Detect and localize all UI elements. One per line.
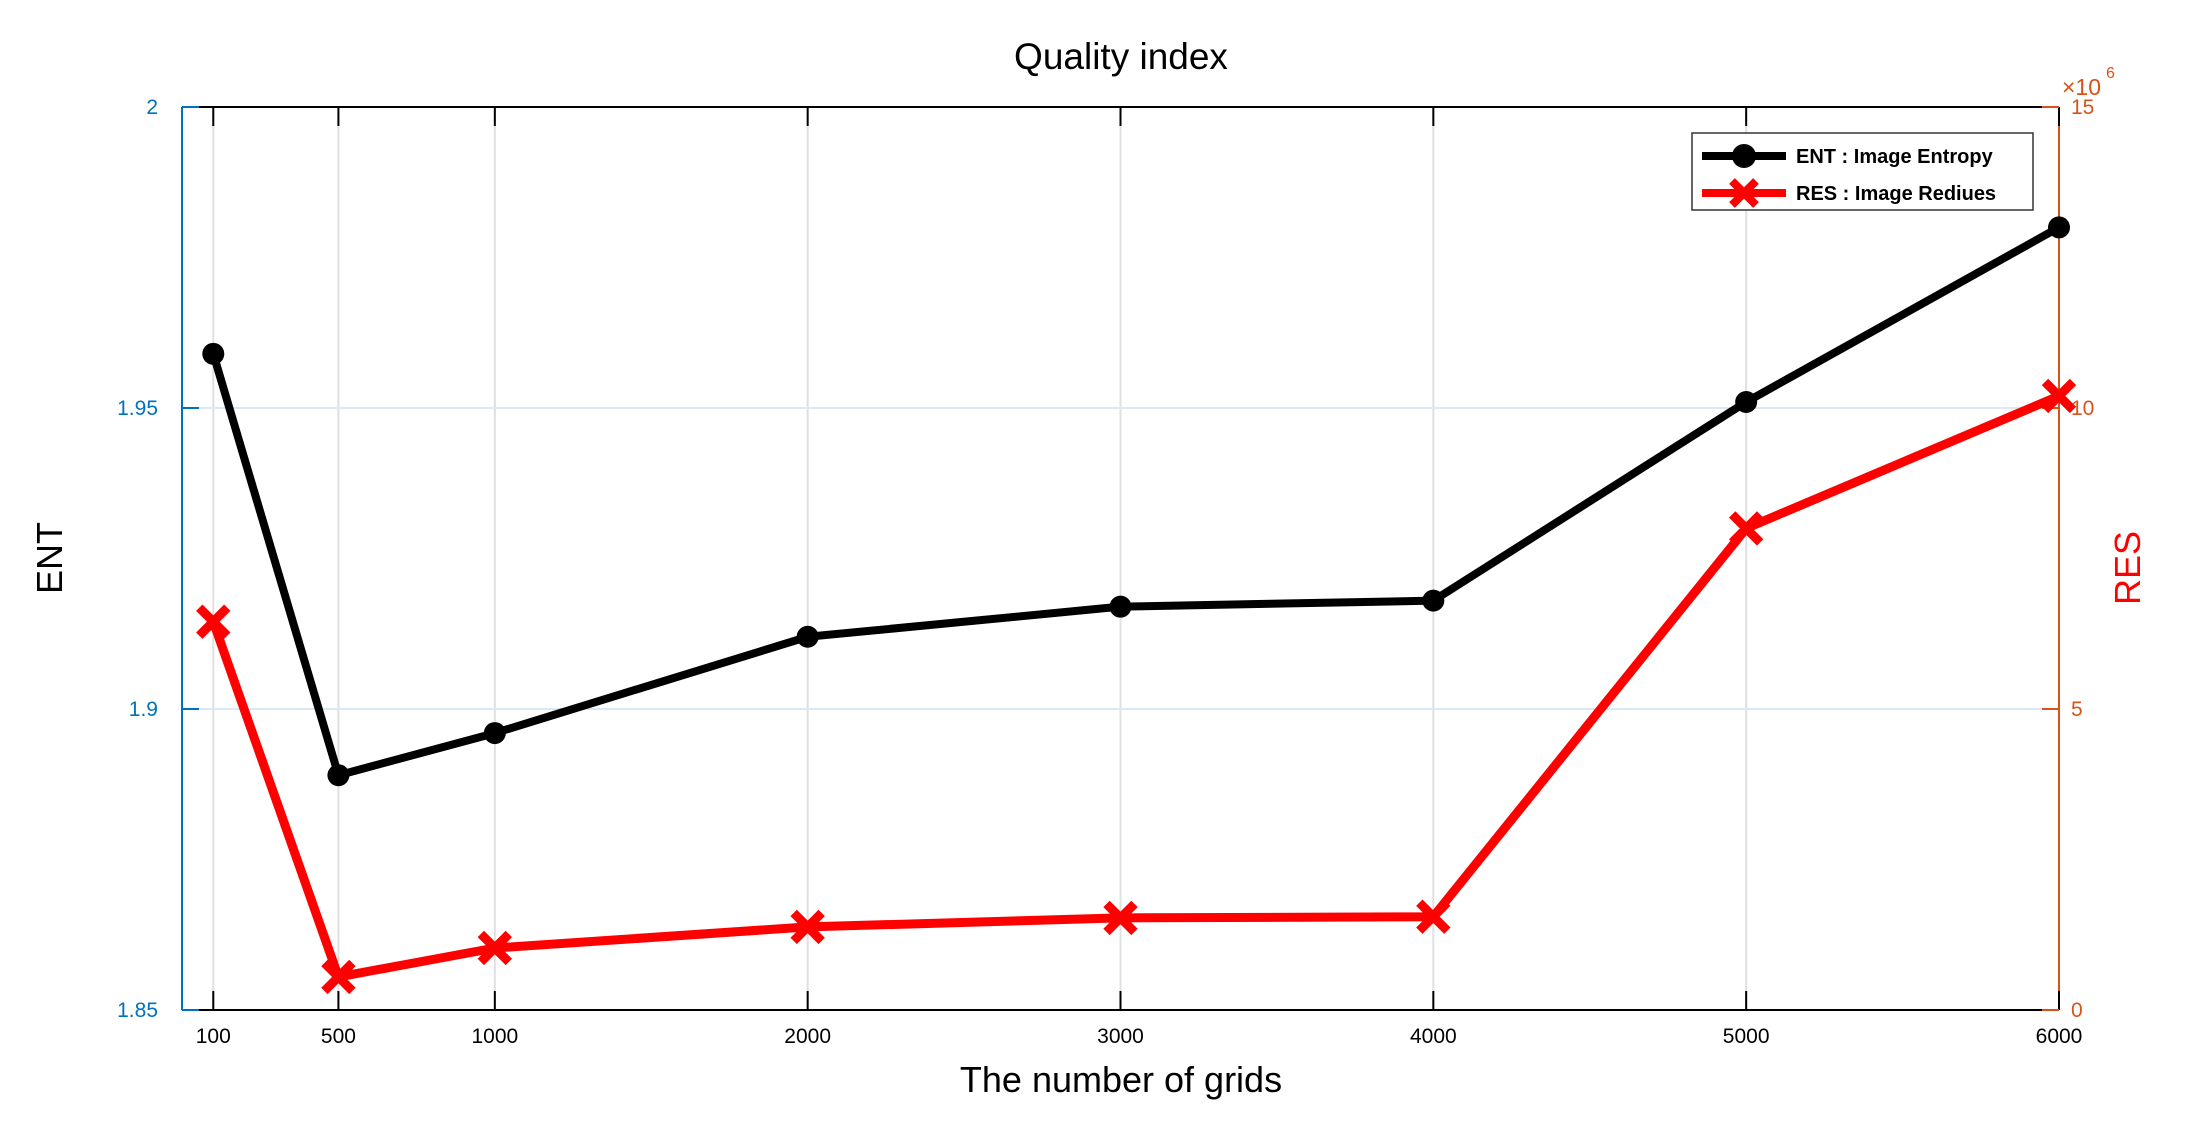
x-tick-label: 2000 bbox=[784, 1025, 831, 1048]
data-point-circle bbox=[2048, 216, 2070, 239]
left-tick-label: 2 bbox=[146, 96, 158, 119]
series-line-ent bbox=[209, 223, 2061, 780]
data-point-x bbox=[321, 959, 356, 995]
right-axis-exponent-base: ×10 bbox=[2062, 74, 2101, 100]
right-tick-label: 0 bbox=[2071, 999, 2083, 1022]
x-tick-label: 500 bbox=[321, 1025, 356, 1048]
data-point-x bbox=[790, 909, 825, 945]
chart-title: Quality index bbox=[1014, 36, 1228, 77]
data-point-circle bbox=[1422, 589, 1445, 612]
data-point-x bbox=[2041, 378, 2077, 414]
data-point-circle bbox=[1109, 595, 1132, 618]
data-point-circle bbox=[1735, 390, 1758, 413]
data-point-circle bbox=[796, 625, 819, 648]
plot-area: 100 500 1000 2000 3000 4000 5000 600021.951.91.… bbox=[117, 96, 2094, 1048]
x-tick-label: 3000 bbox=[1097, 1025, 1144, 1048]
legend-entry-res: RES : Image Rediues bbox=[1796, 183, 1996, 205]
right-axis-exponent-sup: 6 bbox=[2106, 65, 2115, 82]
data-point-circle bbox=[483, 722, 506, 745]
x-axis-label: The number of grids bbox=[960, 1059, 1282, 1100]
data-point-x bbox=[1103, 900, 1138, 936]
right-tick-label: 5 bbox=[2071, 698, 2083, 721]
right-tick-label: 10 bbox=[2071, 397, 2094, 420]
data-point-circle bbox=[327, 764, 350, 787]
left-tick-label: 1.9 bbox=[129, 698, 158, 721]
legend: ENT : Image Entropy RES : Image Rediues bbox=[1691, 132, 2034, 211]
data-point-x bbox=[1728, 511, 1764, 546]
series-line-res bbox=[209, 391, 2061, 982]
x-tick-label: 6000 bbox=[2036, 1025, 2083, 1048]
y-axis-label-right: RES bbox=[2107, 531, 2148, 605]
legend-circle-marker-icon bbox=[1732, 144, 1756, 168]
data-point-x bbox=[477, 930, 513, 966]
legend-x-marker-icon bbox=[1729, 178, 1759, 208]
x-tick-label: 5000 bbox=[1723, 1025, 1770, 1048]
legend-entry-ent: ENT : Image Entropy bbox=[1796, 146, 1994, 168]
data-point-x bbox=[196, 604, 231, 639]
left-tick-label: 1.95 bbox=[117, 397, 158, 420]
x-tick-label: 4000 bbox=[1410, 1025, 1457, 1048]
x-tick-label: 1000 bbox=[471, 1025, 518, 1048]
left-tick-label: 1.85 bbox=[117, 999, 158, 1022]
x-tick-label: 100 bbox=[196, 1025, 231, 1048]
y-axis-label-left: ENT bbox=[29, 522, 70, 594]
data-point-x bbox=[1416, 899, 1451, 934]
right-tick-label: 15 bbox=[2071, 96, 2094, 119]
data-point-circle bbox=[202, 342, 225, 365]
